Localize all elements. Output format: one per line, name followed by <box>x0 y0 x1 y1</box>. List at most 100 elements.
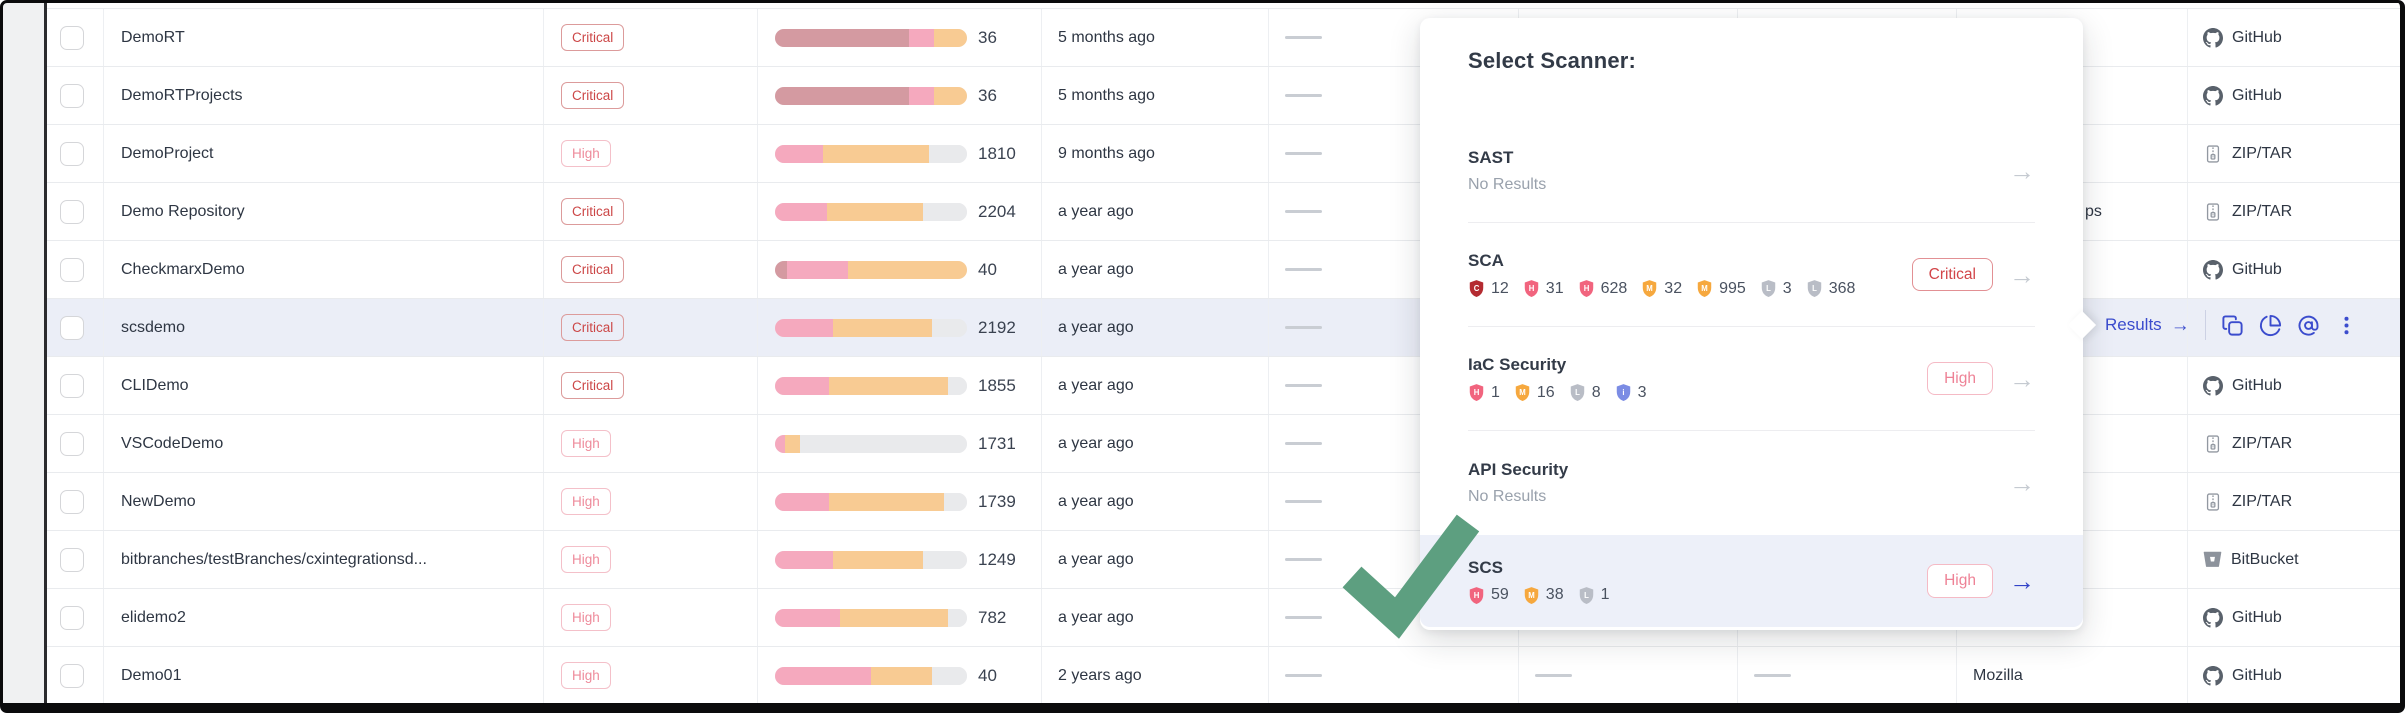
groups-cell <box>1957 473 2188 530</box>
row-checkbox[interactable] <box>60 547 84 572</box>
scanner-counts: C 12 H 31 H 628 M 32 M 995 L 3 L 368 <box>1468 279 1855 298</box>
source-label: ZIP/TAR <box>2232 144 2293 162</box>
scanner-info: IaC Security H 1 M 16 L 8 i 3 <box>1468 355 1647 402</box>
severity-badge: High <box>561 139 611 168</box>
severity-cell: Critical <box>544 67 758 124</box>
arrow-right-icon[interactable]: → <box>2009 259 2035 290</box>
severity-count-value: 8 <box>1591 383 1601 401</box>
project-name[interactable]: VSCodeDemo <box>121 434 224 452</box>
project-name[interactable]: DemoRTProjects <box>121 86 243 104</box>
project-name[interactable]: DemoRT <box>121 28 185 46</box>
vulnerabilities-bar <box>775 202 967 221</box>
vulnerabilities-cell: 782 <box>758 589 1042 646</box>
row-checkbox[interactable] <box>60 257 84 282</box>
project-name[interactable]: CLIDemo <box>121 376 189 394</box>
empty-value-dash <box>1535 674 1572 677</box>
row-checkbox[interactable] <box>60 663 84 688</box>
severity-cell: Critical <box>544 299 758 356</box>
pie-chart-icon[interactable] <box>2259 314 2282 337</box>
arrow-right-icon[interactable]: → <box>2009 363 2035 394</box>
bitbucket-icon <box>2203 550 2222 569</box>
vulnerabilities-cell: 1810 <box>758 125 1042 182</box>
severity-count: H 628 <box>1578 279 1627 298</box>
bar-segment-med <box>847 260 967 279</box>
bar-segment-med <box>828 492 944 511</box>
bar-segment-low <box>943 492 967 511</box>
last-scan-cell: a year ago <box>1042 183 1269 240</box>
row-checkbox[interactable] <box>60 431 84 456</box>
checkbox-cell <box>47 357 104 414</box>
severity-shield-icon: M <box>1524 586 1539 604</box>
vulnerabilities-cell: 1739 <box>758 473 1042 530</box>
bar-segment-high <box>775 550 833 569</box>
severity-badge: Critical <box>561 313 625 342</box>
empty-value-dash <box>1285 616 1322 619</box>
last-scan-age: a year ago <box>1058 492 1134 510</box>
scanner-no-results: No Results <box>1468 488 1547 505</box>
row-checkbox[interactable] <box>60 373 84 398</box>
severity-shield-icon: M <box>1697 280 1712 297</box>
row-checkbox[interactable] <box>60 315 84 340</box>
scanner-item-sast[interactable]: SAST No Results → <box>1468 119 2035 223</box>
row-checkbox[interactable] <box>60 25 84 50</box>
name-cell: DemoProject <box>104 125 544 182</box>
severity-cell: Critical <box>544 183 758 240</box>
vulnerabilities-cell: 2204 <box>758 183 1042 240</box>
project-name[interactable]: CheckmarxDemo <box>121 260 245 278</box>
table-row[interactable]: Demo01 High 40 2 years ago Mozilla GitHu… <box>47 647 2402 705</box>
vulnerabilities-bar <box>775 666 967 685</box>
groups-cell <box>1957 415 2188 472</box>
scanner-item-right: High → <box>1927 564 2035 598</box>
row-checkbox[interactable] <box>60 605 84 630</box>
row-checkbox[interactable] <box>60 199 84 224</box>
scanner-item-scs[interactable]: SCS H 59 M 38 L 1 High → <box>1420 535 2083 627</box>
scanner-item-iac-security[interactable]: IaC Security H 1 M 16 L 8 i 3 High → <box>1468 327 2035 431</box>
empty-value-dash <box>1285 326 1322 329</box>
source-cell: GitHub <box>2188 589 2402 646</box>
severity-cell: Critical <box>544 241 758 298</box>
project-name[interactable]: scsdemo <box>121 318 186 336</box>
checkbox-cell <box>47 9 104 66</box>
scanner-item-right: → <box>2009 158 2035 184</box>
results-link[interactable]: Results → <box>2105 315 2190 335</box>
arrow-right-icon[interactable]: → <box>2009 566 2035 596</box>
project-name[interactable]: Demo01 <box>121 666 182 684</box>
last-scan-cell: a year ago <box>1042 415 1269 472</box>
project-name[interactable]: bitbranches/testBranches/cxintegrationsd… <box>121 550 427 568</box>
copy-icon[interactable] <box>2221 314 2244 337</box>
scanner-item-api-security[interactable]: API Security No Results → <box>1468 431 2035 535</box>
severity-shield-icon: H <box>1469 586 1484 604</box>
severity-badge: High <box>561 603 611 632</box>
row-checkbox[interactable] <box>60 141 84 166</box>
arrow-right-icon[interactable]: → <box>2009 468 2035 498</box>
bar-segment-high <box>909 86 935 105</box>
last-scan-age: 2 years ago <box>1058 666 1142 684</box>
severity-cell: Critical <box>544 9 758 66</box>
project-name[interactable]: NewDemo <box>121 492 196 510</box>
row-checkbox[interactable] <box>60 83 84 108</box>
arrow-right-icon[interactable]: → <box>2009 155 2035 186</box>
github-icon <box>2203 607 2223 628</box>
severity-count-value: 3 <box>1782 279 1792 297</box>
scanner-severity-badge: High <box>1927 361 1993 396</box>
project-name[interactable]: DemoProject <box>121 144 214 162</box>
project-name[interactable]: Demo Repository <box>121 202 245 220</box>
source-label: GitHub <box>2232 260 2282 278</box>
scanner-name: IaC Security <box>1468 355 1567 374</box>
severity-badge: Critical <box>561 81 625 110</box>
last-scan-cell: 9 months ago <box>1042 125 1269 182</box>
name-cell: DemoRTProjects <box>104 67 544 124</box>
checkbox-cell <box>47 299 104 356</box>
zip-icon <box>2203 492 2223 512</box>
vulnerabilities-count: 36 <box>978 27 997 47</box>
risk-swirl-icon[interactable] <box>2297 314 2320 337</box>
bar-segment-med <box>840 608 948 627</box>
svg-text:H: H <box>1474 590 1480 599</box>
bar-segment-high <box>775 376 829 395</box>
vulnerabilities-cell: 1855 <box>758 357 1042 414</box>
project-name[interactable]: elidemo2 <box>121 608 186 626</box>
scanner-item-sca[interactable]: SCA C 12 H 31 H 628 M 32 M 995 L 3 L 368 Critical → <box>1468 223 2035 327</box>
row-checkbox[interactable] <box>60 489 84 514</box>
kebab-menu-icon[interactable] <box>2335 314 2358 337</box>
